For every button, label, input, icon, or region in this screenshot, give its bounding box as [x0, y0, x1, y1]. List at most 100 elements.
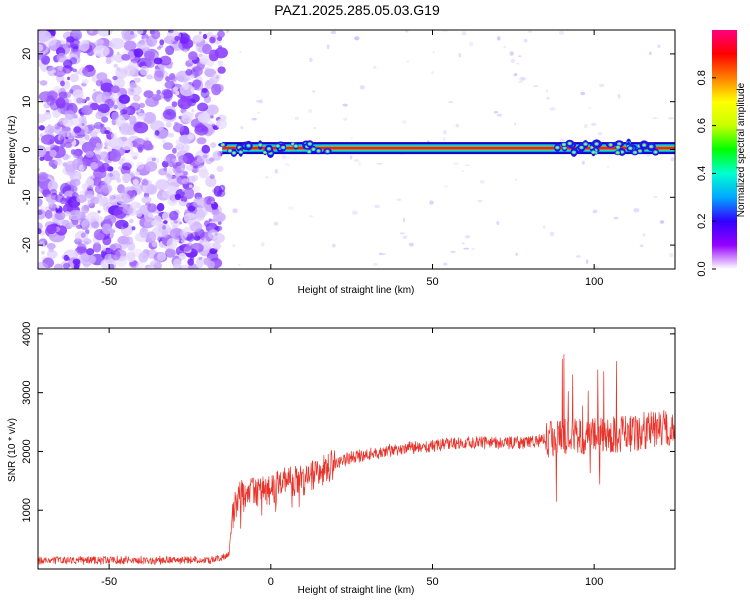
speck: [463, 247, 470, 250]
noise-blob: [179, 221, 182, 225]
snr-frame: [37, 327, 676, 570]
noise-blob: [118, 94, 130, 104]
y-tick-label: 10: [21, 96, 33, 108]
speck: [479, 180, 485, 184]
noise-blob: [76, 224, 82, 229]
noise-blob: [213, 185, 223, 197]
noise-blob: [147, 203, 158, 213]
signal-blob-core: [568, 142, 571, 145]
speck: [642, 233, 646, 237]
noise-blob: [41, 250, 45, 255]
signal-blob-core: [584, 143, 587, 146]
speck: [330, 30, 337, 35]
noise-blob: [46, 242, 56, 250]
noise-blob: [174, 35, 181, 42]
noise-blob: [111, 111, 119, 121]
noise-blob: [205, 158, 213, 165]
noise-blob: [195, 159, 201, 165]
speck: [518, 55, 522, 58]
noise-blob: [172, 41, 183, 52]
noise-blob: [178, 155, 188, 164]
noise-blob: [81, 105, 93, 116]
speck: [376, 162, 383, 165]
noise-blob: [174, 161, 186, 174]
speck: [514, 122, 517, 126]
noise-blob: [46, 95, 55, 106]
noise-blob: [176, 75, 185, 82]
noise-blob: [53, 263, 63, 269]
noise-blob: [38, 228, 42, 235]
x-tick-label: 50: [426, 276, 438, 288]
noise-blob: [113, 63, 118, 68]
noise-blob: [38, 125, 45, 131]
noise-blob: [112, 75, 118, 81]
noise-blob: [101, 116, 109, 123]
snr-series-line: [38, 354, 675, 565]
x-tick-label: -50: [101, 576, 117, 588]
noise-blob: [153, 70, 164, 82]
noise-blob: [175, 139, 180, 145]
noise-blob: [92, 154, 101, 162]
noise-blob: [173, 123, 185, 133]
speck: [402, 217, 405, 223]
noise-blob: [85, 190, 95, 200]
speck: [543, 225, 546, 229]
signal-blob-core: [616, 151, 619, 154]
noise-blob: [195, 209, 206, 221]
colorbar-label: Normalized spectral amplitude: [736, 82, 747, 217]
noise-blob: [107, 147, 112, 152]
noise-blob: [179, 201, 186, 206]
speck: [657, 44, 661, 48]
noise-blob: [133, 77, 141, 83]
noise-blob: [141, 179, 149, 186]
noise-blob: [168, 167, 174, 172]
noise-blob: [175, 189, 185, 199]
noise-blob: [72, 150, 81, 159]
noise-blob: [211, 200, 215, 204]
noise-blob: [103, 146, 108, 150]
noise-blob: [93, 124, 102, 134]
noise-blob: [181, 178, 189, 185]
noise-blob: [197, 112, 211, 124]
noise-blob: [145, 231, 157, 244]
noise-blob: [46, 250, 58, 259]
signal-blob-core: [592, 151, 595, 154]
y-tick-label: 1000: [21, 498, 33, 522]
noise-blob: [89, 30, 94, 34]
colorbar-ticks: 0.0 0.2 0.4 0.6 0.8: [696, 70, 716, 277]
noise-blob: [209, 174, 215, 180]
spectrogram-x-ticks: -50 0 50 100: [101, 30, 603, 288]
noise-blob: [70, 30, 82, 41]
noise-blob: [164, 156, 171, 163]
speck: [326, 44, 330, 49]
speck: [639, 244, 644, 247]
noise-blob: [111, 249, 121, 261]
signal-blob-core: [643, 144, 646, 147]
signal-blob-core: [312, 148, 315, 151]
noise-blob: [47, 180, 58, 192]
noise-blob: [162, 142, 174, 151]
noise-blob: [81, 69, 87, 74]
snr-y-ticks: 1000 2000 3000 4000: [21, 322, 675, 522]
noise-blob: [54, 211, 66, 220]
noise-blob: [144, 265, 149, 269]
noise-blob: [69, 89, 74, 94]
noise-blob: [43, 112, 52, 120]
noise-blob: [173, 86, 178, 93]
speck: [431, 71, 434, 75]
speck: [353, 159, 360, 162]
noise-blob: [174, 121, 179, 126]
speck: [284, 163, 290, 167]
speck: [546, 96, 550, 100]
signal-blob-core: [228, 149, 232, 152]
noise-blob: [92, 176, 102, 186]
speck: [503, 46, 507, 48]
noise-blob: [139, 40, 146, 47]
noise-blob: [165, 248, 176, 258]
noise-blob: [163, 220, 168, 225]
noise-blob: [56, 52, 67, 63]
speck: [351, 210, 358, 215]
noise-blob: [50, 207, 55, 212]
speck: [359, 85, 365, 90]
speck: [510, 58, 516, 63]
